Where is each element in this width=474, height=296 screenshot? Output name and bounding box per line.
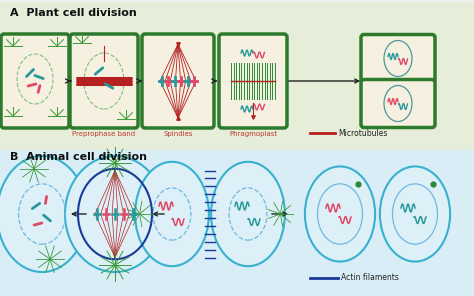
FancyBboxPatch shape [0, 150, 474, 296]
Text: Preprophase band: Preprophase band [73, 131, 136, 137]
Ellipse shape [305, 166, 375, 262]
Text: A  Plant cell division: A Plant cell division [10, 8, 137, 18]
Ellipse shape [211, 162, 285, 266]
FancyBboxPatch shape [361, 80, 435, 128]
Ellipse shape [65, 156, 165, 272]
FancyBboxPatch shape [142, 34, 214, 128]
FancyBboxPatch shape [361, 35, 435, 83]
Text: Phragmoplast: Phragmoplast [229, 131, 277, 137]
Ellipse shape [0, 156, 87, 272]
Text: B  Animal cell division: B Animal cell division [10, 152, 147, 162]
Ellipse shape [135, 162, 209, 266]
Ellipse shape [380, 166, 450, 262]
Text: Actin filaments: Actin filaments [341, 274, 399, 282]
FancyBboxPatch shape [70, 34, 138, 128]
FancyBboxPatch shape [219, 34, 287, 128]
FancyBboxPatch shape [0, 2, 474, 150]
Text: Spindles: Spindles [163, 131, 193, 137]
FancyBboxPatch shape [1, 34, 69, 128]
Text: Microtubules: Microtubules [338, 128, 387, 138]
